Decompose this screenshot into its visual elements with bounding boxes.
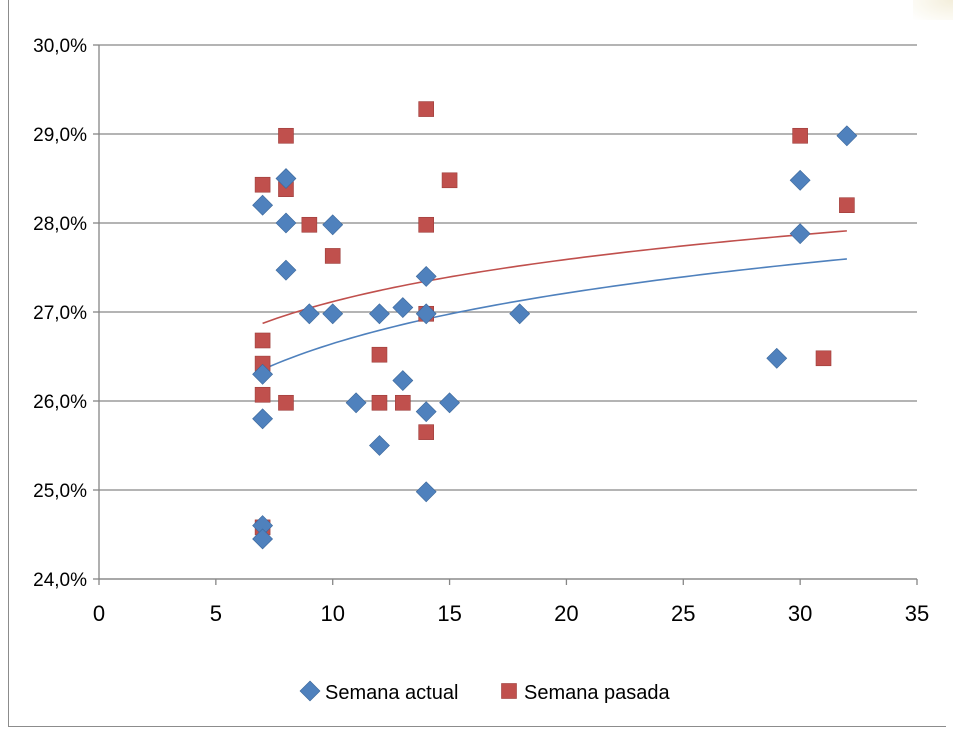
point-semana-actual-14	[392, 297, 414, 318]
point-semana-pasada-14	[418, 216, 435, 233]
y-tick-label-0: 24,0%	[33, 570, 87, 591]
gridlines	[99, 44, 917, 580]
point-semana-pasada-13	[418, 101, 435, 117]
point-semana-actual-19	[415, 481, 437, 503]
point-semana-pasada-1	[254, 332, 271, 349]
point-semana-actual-7	[275, 259, 297, 281]
point-semana-pasada-11	[371, 394, 388, 411]
point-semana-pasada-3	[254, 386, 271, 403]
point-semana-pasada-20	[839, 197, 855, 213]
point-semana-actual-0	[252, 194, 274, 216]
point-semana-pasada-12	[395, 394, 411, 411]
point-semana-actual-6	[275, 212, 297, 234]
point-semana-pasada-18	[792, 127, 808, 144]
corner-decoration	[913, 0, 953, 20]
legend-marker-semana-pasada	[501, 683, 517, 699]
point-semana-pasada-5	[278, 127, 294, 144]
point-semana-actual-9	[322, 214, 344, 236]
x-tick-label-7: 35	[905, 601, 929, 626]
point-semana-actual-1	[252, 363, 274, 385]
point-semana-pasada-7	[278, 394, 294, 411]
y-tick-label-5: 29,0%	[33, 125, 87, 146]
point-semana-actual-5	[275, 168, 297, 189]
legend-label-semana-actual: Semana actual	[325, 682, 458, 704]
point-semana-actual-12	[369, 303, 390, 325]
y-tick-label-4: 28,0%	[33, 214, 87, 235]
x-tick-label-3: 15	[437, 601, 461, 626]
x-tick-label-5: 25	[671, 601, 695, 626]
point-semana-pasada-9	[324, 248, 341, 264]
point-semana-actual-24	[789, 223, 811, 245]
y-tick-label-6: 30,0%	[33, 36, 87, 57]
x-tick-label-4: 20	[554, 601, 578, 626]
point-semana-pasada-0	[254, 176, 271, 193]
point-semana-actual-10	[322, 303, 344, 325]
chart-frame	[8, 0, 946, 727]
point-semana-actual-8	[298, 303, 320, 325]
point-semana-actual-20	[439, 392, 460, 414]
x-tick-label-1: 5	[210, 601, 222, 626]
point-semana-actual-15	[392, 370, 414, 391]
y-tick-label-1: 25,0%	[33, 481, 87, 502]
point-semana-pasada-17	[441, 172, 458, 189]
point-semana-pasada-19	[815, 350, 832, 367]
x-tick-label-6: 30	[788, 601, 812, 626]
y-tick-label-2: 26,0%	[33, 392, 87, 413]
tick-labels: 24,0% 25,0% 26,0% 27,0% 28,0% 29,0% 30,0% 0 5 10 1…	[33, 36, 929, 626]
point-semana-pasada-10	[371, 346, 388, 363]
point-semana-actual-11	[345, 392, 367, 414]
trendline-semana-actual	[262, 258, 847, 371]
point-semana-actual-2	[252, 408, 274, 430]
point-semana-actual-21	[509, 303, 531, 325]
point-semana-actual-17	[415, 303, 437, 325]
point-semana-actual-25	[836, 125, 858, 147]
data-points	[252, 101, 858, 550]
point-semana-actual-13	[369, 435, 390, 456]
trendline-semana-pasada	[262, 230, 847, 325]
trendlines	[262, 230, 847, 371]
point-semana-actual-23	[789, 169, 811, 191]
point-semana-actual-4	[252, 528, 274, 550]
point-semana-actual-22	[766, 347, 788, 369]
x-tick-label-0: 0	[93, 601, 105, 626]
point-semana-actual-16	[415, 265, 437, 287]
point-semana-actual-18	[415, 401, 437, 423]
legend: Semana actual Semana pasada	[299, 680, 671, 704]
point-semana-pasada-16	[418, 424, 435, 440]
legend-label-semana-pasada: Semana pasada	[524, 682, 671, 704]
point-semana-pasada-8	[301, 216, 318, 233]
legend-marker-semana-actual	[299, 680, 321, 702]
y-tick-label-3: 27,0%	[33, 303, 87, 324]
axes	[93, 44, 918, 585]
x-tick-label-2: 10	[320, 601, 344, 626]
